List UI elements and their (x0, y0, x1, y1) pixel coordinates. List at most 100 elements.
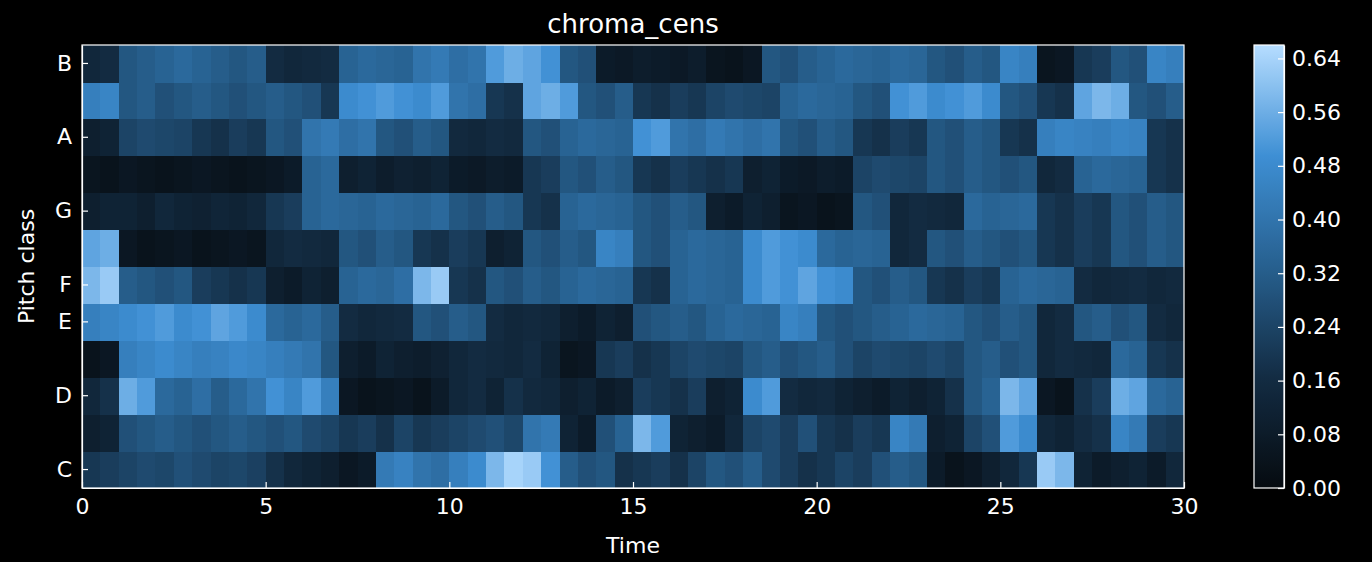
heatmap-cell (1037, 377, 1056, 415)
heatmap-cell (449, 119, 468, 157)
heatmap-cell (853, 377, 872, 415)
heatmap-cell (1074, 230, 1093, 268)
heatmap-cell (523, 119, 542, 157)
plot-frame (82, 45, 1184, 488)
heatmap-cell (1092, 267, 1111, 305)
heatmap-cell (560, 451, 579, 488)
heatmap-cell (486, 267, 505, 305)
heatmap-cell (155, 377, 174, 415)
heatmap-cell (358, 267, 377, 305)
heatmap-cell (725, 303, 744, 341)
heatmap-cell (1055, 156, 1074, 194)
tick-label: 0.48 (1292, 153, 1341, 178)
heatmap-cell (229, 377, 248, 415)
heatmap-cell (596, 267, 615, 305)
heatmap-cell (413, 45, 432, 83)
heatmap-cell (302, 82, 321, 120)
heatmap-cell (909, 156, 928, 194)
heatmap-cell (155, 451, 174, 488)
heatmap-cell (192, 451, 211, 488)
heatmap-cell (725, 340, 744, 378)
heatmap-cell (119, 119, 138, 157)
heatmap-cell (284, 193, 303, 231)
heatmap-cell (817, 193, 836, 231)
tick: G (55, 198, 88, 223)
heatmap-cell (82, 82, 101, 120)
heatmap-cell (284, 340, 303, 378)
heatmap-cell (633, 82, 652, 120)
tick-label: 0.32 (1292, 261, 1341, 286)
heatmap-cell (137, 340, 156, 378)
heatmap-cell (1092, 303, 1111, 341)
heatmap-cell (302, 193, 321, 231)
heatmap-cell (211, 414, 230, 452)
heatmap-cell (1055, 230, 1074, 268)
heatmap-cell (100, 377, 119, 415)
heatmap-cell (1019, 340, 1038, 378)
heatmap-cell (651, 230, 670, 268)
tick: C (57, 457, 88, 482)
tick: F (59, 272, 88, 297)
heatmap-cell (137, 193, 156, 231)
heatmap-cell (725, 414, 744, 452)
heatmap-cell (284, 156, 303, 194)
heatmap-cell (247, 451, 266, 488)
heatmap-cell (266, 156, 285, 194)
heatmap-cell (211, 451, 230, 488)
heatmap-cell (137, 414, 156, 452)
heatmap-cell (449, 45, 468, 83)
heatmap-cell (1055, 45, 1074, 83)
heatmap-cell (964, 230, 983, 268)
heatmap-cell (486, 377, 505, 415)
heatmap-cell (1129, 303, 1148, 341)
tick-mark (82, 321, 88, 322)
heatmap-cell (1147, 119, 1166, 157)
heatmap-cell (578, 156, 597, 194)
heatmap-cell (670, 303, 689, 341)
heatmap-cell (1019, 303, 1038, 341)
heatmap-cell (725, 451, 744, 488)
heatmap-cell (1166, 230, 1184, 268)
heatmap-cell (909, 267, 928, 305)
heatmap-cell (302, 414, 321, 452)
tick-label: 25 (987, 494, 1015, 519)
heatmap-cell (560, 377, 579, 415)
heatmap-cell (762, 340, 781, 378)
heatmap-cell (1037, 119, 1056, 157)
heatmap-cell (651, 156, 670, 194)
tick: E (58, 309, 88, 334)
heatmap-cell (449, 193, 468, 231)
heatmap-cell (413, 230, 432, 268)
heatmap-cell (964, 414, 983, 452)
heatmap-cell (1000, 340, 1019, 378)
heatmap-cell (321, 377, 340, 415)
heatmap-cell (376, 45, 395, 83)
heatmap-cell (119, 156, 138, 194)
heatmap-cell (321, 414, 340, 452)
heatmap-cell (1092, 340, 1111, 378)
title: chroma_cens (547, 9, 718, 39)
heatmap-cell (596, 119, 615, 157)
heatmap-cell (633, 267, 652, 305)
heatmap-cell (798, 230, 817, 268)
heatmap-cell (835, 340, 854, 378)
heatmap-cell (302, 156, 321, 194)
heatmap-cell (853, 193, 872, 231)
heatmap-cell (211, 193, 230, 231)
tick-label: 0.64 (1292, 46, 1341, 71)
heatmap-cell (1037, 451, 1056, 488)
heatmap-cell (266, 303, 285, 341)
heatmap-cell (431, 377, 450, 415)
heatmap-cell (890, 193, 909, 231)
heatmap-cell (1111, 267, 1130, 305)
heatmap-cell (798, 267, 817, 305)
tick-mark (1278, 381, 1284, 382)
heatmap-cell (706, 414, 725, 452)
heatmap-cell (394, 451, 413, 488)
heatmap-cell (302, 45, 321, 83)
heatmap-cell (376, 340, 395, 378)
heatmap-cell (560, 119, 579, 157)
heatmap-cell (927, 119, 946, 157)
heatmap-cell (229, 267, 248, 305)
heatmap-cell (762, 267, 781, 305)
